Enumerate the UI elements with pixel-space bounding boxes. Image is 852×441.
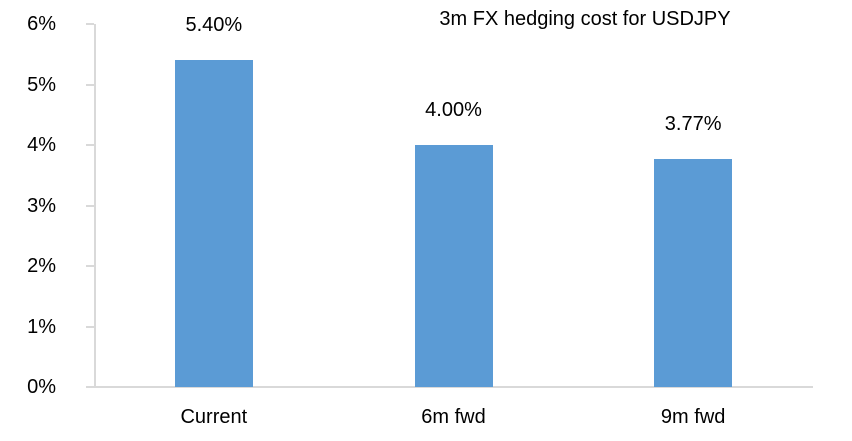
x-tick-label: 9m fwd: [660, 406, 726, 428]
y-tick-mark: [86, 204, 94, 207]
bar: [174, 60, 253, 387]
y-tick-mark: [86, 265, 94, 267]
y-tick-label: 5%: [27, 73, 56, 96]
y-tick-label: 2%: [27, 255, 56, 277]
y-tick-mark: [86, 144, 94, 146]
x-tick-label: Current: [180, 406, 248, 428]
y-tick-mark: [86, 83, 94, 86]
x-tick-label: 6m fwd: [421, 406, 486, 428]
y-tick-label: 4%: [27, 134, 56, 156]
bar-value-label: 4.00%: [425, 99, 482, 121]
y-tick-label: 0%: [27, 376, 56, 398]
bar-value-label: 3.77%: [664, 112, 722, 135]
bar: [414, 145, 493, 387]
y-tick-mark: [86, 325, 94, 328]
y-tick-mark: [86, 386, 94, 388]
y-tick-mark: [86, 23, 94, 25]
x-axis-line: [86, 386, 813, 388]
y-axis-line: [94, 24, 96, 388]
bar-value-label: 5.40%: [185, 14, 243, 37]
bar: [654, 158, 733, 387]
y-tick-label: 1%: [27, 315, 56, 338]
y-tick-label: 6%: [27, 13, 56, 35]
y-tick-label: 3%: [27, 194, 56, 217]
chart-title: 3m FX hedging cost for USDJPY: [439, 8, 731, 30]
